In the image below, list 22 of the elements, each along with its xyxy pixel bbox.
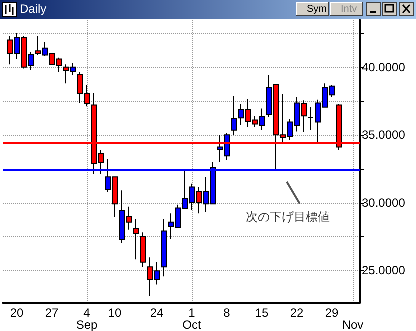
candlestick [161, 218, 167, 278]
x-tick-label: 1 Oct [182, 306, 202, 331]
y-tick-label: 35.0000 [362, 128, 406, 142]
annotation: 次の下げ目標値 [246, 209, 330, 226]
x-tick-label: Nov [342, 318, 364, 331]
chart-title: Daily [20, 2, 47, 16]
x-tick-label: 15 [255, 306, 269, 320]
x-tick-label: 29 [325, 306, 339, 320]
x-tick-label: 20 [10, 306, 24, 320]
x-tick-label: 22 [290, 306, 304, 320]
x-tick-label: 10 [108, 306, 122, 320]
candlestick [140, 232, 146, 268]
y-tick-label: 40.0000 [362, 60, 406, 74]
x-tick-label: 24 [150, 306, 164, 320]
text: Sym [296, 2, 329, 16]
x-tick-label: 8 [224, 306, 231, 320]
candlestick [231, 96, 237, 136]
x-tick-label: 27 [45, 306, 59, 320]
candlestick [133, 218, 139, 260]
y-tick-label: 30.0000 [362, 196, 406, 210]
y-tick-label: 25.0000 [362, 264, 406, 278]
text: Intv [330, 2, 363, 16]
